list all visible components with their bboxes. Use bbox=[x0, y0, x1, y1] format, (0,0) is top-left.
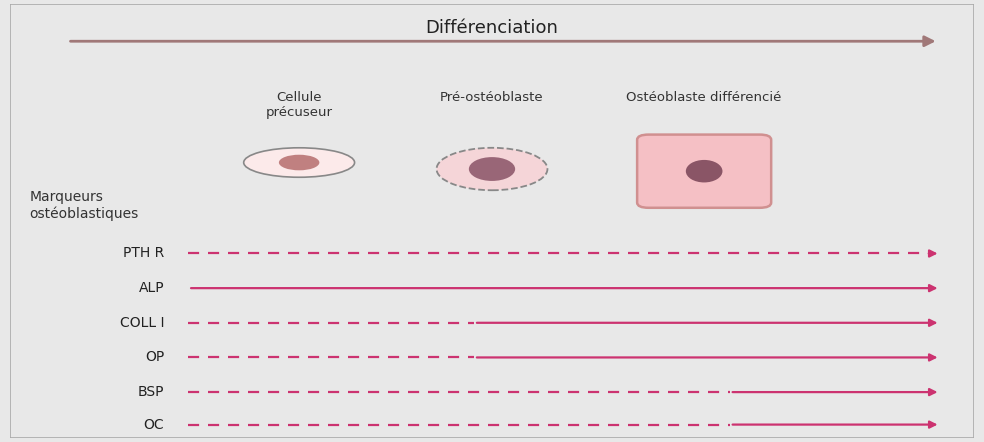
Text: Cellule
précuseur: Cellule précuseur bbox=[266, 91, 333, 119]
Ellipse shape bbox=[278, 155, 320, 170]
Text: OC: OC bbox=[144, 418, 164, 431]
Ellipse shape bbox=[437, 148, 547, 190]
Text: Ostéoblaste différencié: Ostéoblaste différencié bbox=[627, 91, 782, 104]
Text: COLL I: COLL I bbox=[120, 316, 164, 330]
Ellipse shape bbox=[244, 148, 354, 177]
Ellipse shape bbox=[686, 160, 722, 183]
FancyBboxPatch shape bbox=[637, 134, 771, 208]
Text: PTH R: PTH R bbox=[123, 247, 164, 260]
Text: ALP: ALP bbox=[139, 281, 164, 295]
Text: OP: OP bbox=[145, 351, 164, 365]
Text: BSP: BSP bbox=[138, 385, 164, 399]
Text: Différenciation: Différenciation bbox=[425, 19, 559, 37]
Text: Marqueurs
ostéoblastiques: Marqueurs ostéoblastiques bbox=[30, 191, 139, 221]
Ellipse shape bbox=[468, 157, 516, 181]
Text: Pré-ostéoblaste: Pré-ostéoblaste bbox=[440, 91, 544, 104]
